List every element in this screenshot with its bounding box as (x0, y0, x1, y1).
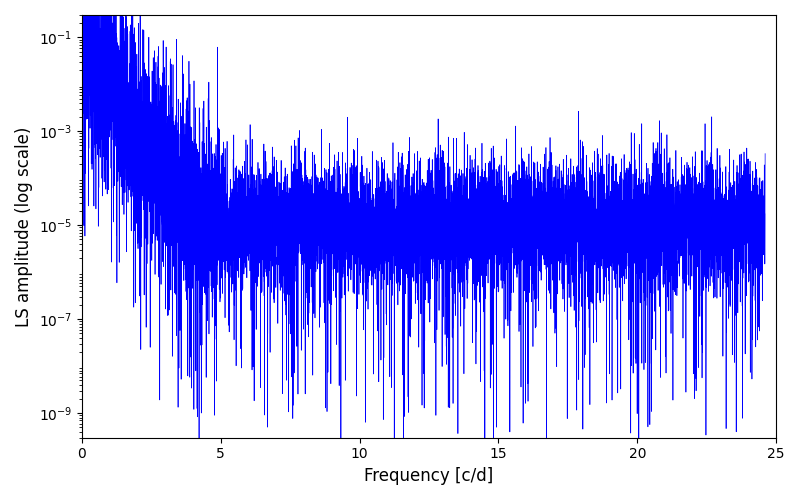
Y-axis label: LS amplitude (log scale): LS amplitude (log scale) (15, 126, 33, 326)
X-axis label: Frequency [c/d]: Frequency [c/d] (364, 467, 494, 485)
